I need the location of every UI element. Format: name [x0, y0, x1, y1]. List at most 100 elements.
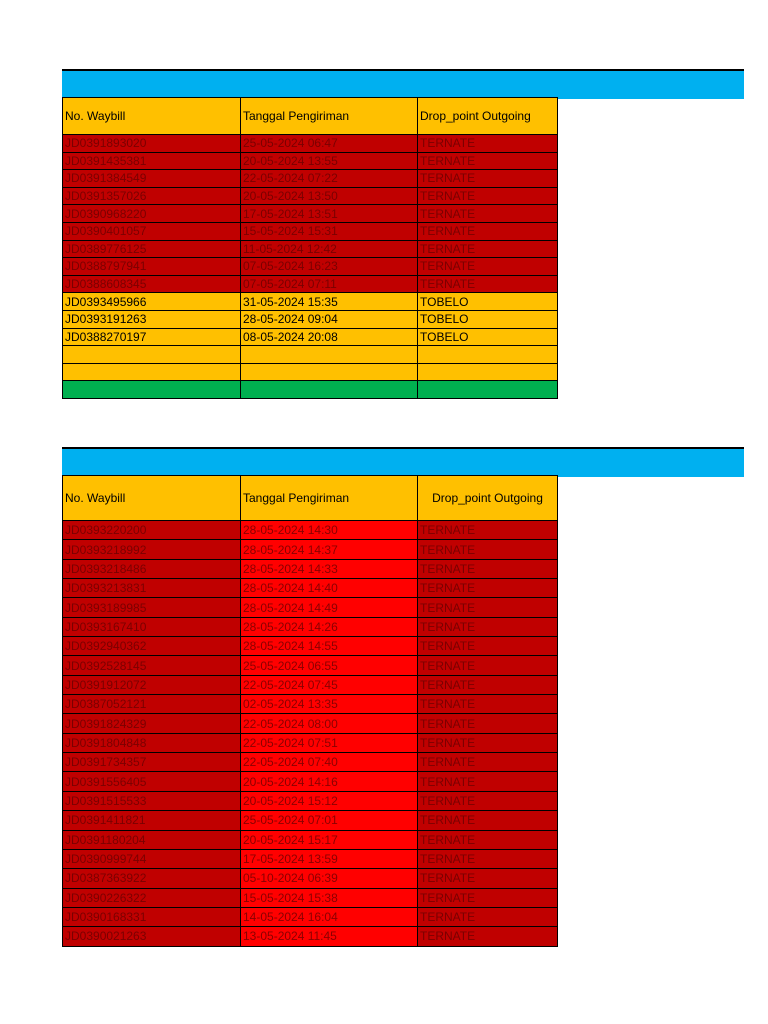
table-row: JD0388608345 07-05-2024 07:11 TERNATE — [62, 274, 558, 294]
drop-point-cell: TERNATE — [417, 752, 558, 773]
drop-point-cell: TERNATE — [417, 558, 558, 580]
date-cell: 28-05-2024 09:04 — [240, 309, 418, 329]
waybill-cell: JD0393220200 — [62, 519, 241, 541]
table-row: JD0387363922 05-10-2024 06:39 TERNATE — [62, 868, 558, 889]
drop-point-cell: TERNATE — [417, 694, 558, 715]
drop-point-cell — [417, 345, 558, 364]
drop-point-cell: TERNATE — [417, 239, 558, 259]
date-cell: 25-05-2024 07:01 — [240, 810, 418, 831]
drop-point-cell: TERNATE — [417, 906, 558, 928]
waybill-table-2: No. Waybill Tanggal Pengiriman Drop_poin… — [62, 475, 558, 947]
waybill-cell: JD0391180204 — [62, 829, 241, 850]
date-cell: 28-05-2024 14:30 — [240, 519, 418, 541]
drop-point-cell: TERNATE — [417, 848, 558, 870]
table-row: JD0393167410 28-05-2024 14:26 TERNATE — [62, 616, 558, 638]
date-cell: 25-05-2024 06:47 — [240, 134, 418, 153]
table-row: JD0393495966 31-05-2024 15:35 TOBELO — [62, 292, 558, 311]
drop-point-cell: TERNATE — [417, 151, 558, 171]
waybill-cell: JD0393495966 — [62, 292, 241, 311]
drop-point-cell: TOBELO — [417, 327, 558, 347]
drop-point-cell: TOBELO — [417, 292, 558, 311]
date-cell: 17-05-2024 13:51 — [240, 204, 418, 223]
table-row: JD0390168331 14-05-2024 16:04 TERNATE — [62, 906, 558, 928]
date-cell: 07-05-2024 16:23 — [240, 257, 418, 276]
drop-point-cell: TERNATE — [417, 868, 558, 889]
drop-point-cell: TERNATE — [417, 169, 558, 188]
table-row: JD0393213831 28-05-2024 14:40 TERNATE — [62, 578, 558, 599]
waybill-cell: JD0391357026 — [62, 186, 241, 206]
table-row — [62, 362, 558, 382]
table-row: JD0391734357 22-05-2024 07:40 TERNATE — [62, 752, 558, 773]
date-cell — [240, 362, 418, 382]
waybill-cell: JD0393218992 — [62, 539, 241, 560]
table-row — [62, 345, 558, 364]
header-date: Tanggal Pengiriman — [240, 97, 418, 135]
table-row: JD0390401057 15-05-2024 15:31 TERNATE — [62, 221, 558, 241]
table-row: JD0390968220 17-05-2024 13:51 TERNATE — [62, 204, 558, 223]
drop-point-cell: TERNATE — [417, 771, 558, 792]
drop-point-cell: TERNATE — [417, 578, 558, 599]
date-cell: 28-05-2024 14:33 — [240, 558, 418, 580]
table-row: JD0393189985 28-05-2024 14:49 TERNATE — [62, 597, 558, 618]
waybill-cell: JD0389776125 — [62, 239, 241, 259]
drop-point-cell: TERNATE — [417, 204, 558, 223]
drop-point-cell: TERNATE — [417, 539, 558, 560]
waybill-cell: JD0391804848 — [62, 732, 241, 754]
table-row: JD0390226322 15-05-2024 15:38 TERNATE — [62, 887, 558, 908]
waybill-cell: JD0393167410 — [62, 616, 241, 638]
date-cell: 22-05-2024 08:00 — [240, 713, 418, 734]
header-drop-point: Drop_point Outgoing — [417, 97, 558, 135]
drop-point-cell: TOBELO — [417, 309, 558, 329]
date-cell: 25-05-2024 06:55 — [240, 655, 418, 676]
table-row: JD0391824329 22-05-2024 08:00 TERNATE — [62, 713, 558, 734]
waybill-cell: JD0390999744 — [62, 848, 241, 870]
table-row: JD0388797941 07-05-2024 16:23 TERNATE — [62, 257, 558, 276]
table-row: JD0391912072 22-05-2024 07:45 TERNATE — [62, 674, 558, 696]
date-cell: 14-05-2024 16:04 — [240, 906, 418, 928]
waybill-cell — [62, 362, 241, 382]
table1-title-band — [62, 69, 744, 99]
table-row: JD0391411821 25-05-2024 07:01 TERNATE — [62, 810, 558, 831]
table1-header-row: No. Waybill Tanggal Pengiriman Drop_poin… — [62, 97, 558, 135]
date-cell: 20-05-2024 13:50 — [240, 186, 418, 206]
date-cell — [240, 345, 418, 364]
waybill-cell: JD0392940362 — [62, 636, 241, 657]
table-row: JD0391180204 20-05-2024 15:17 TERNATE — [62, 829, 558, 850]
table-row: JD0389776125 11-05-2024 12:42 TERNATE — [62, 239, 558, 259]
table-row: JD0391357026 20-05-2024 13:50 TERNATE — [62, 186, 558, 206]
date-cell: 20-05-2024 15:17 — [240, 829, 418, 850]
waybill-cell: JD0387052121 — [62, 694, 241, 715]
waybill-cell: JD0391734357 — [62, 752, 241, 773]
date-cell: 15-05-2024 15:31 — [240, 221, 418, 241]
date-cell: 13-05-2024 11:45 — [240, 926, 418, 947]
drop-point-cell: TERNATE — [417, 186, 558, 206]
waybill-cell: JD0391435381 — [62, 151, 241, 171]
drop-point-cell: TERNATE — [417, 655, 558, 676]
table2-header-row: No. Waybill Tanggal Pengiriman Drop_poin… — [62, 475, 558, 521]
waybill-cell — [62, 380, 241, 399]
drop-point-cell: TERNATE — [417, 134, 558, 153]
drop-point-cell: TERNATE — [417, 790, 558, 812]
date-cell: 17-05-2024 13:59 — [240, 848, 418, 870]
date-cell: 28-05-2024 14:40 — [240, 578, 418, 599]
drop-point-cell — [417, 362, 558, 382]
waybill-cell: JD0392528145 — [62, 655, 241, 676]
waybill-cell: JD0391893020 — [62, 134, 241, 153]
waybill-cell: JD0390226322 — [62, 887, 241, 908]
drop-point-cell: TERNATE — [417, 887, 558, 908]
waybill-cell: JD0388797941 — [62, 257, 241, 276]
date-cell: 22-05-2024 07:40 — [240, 752, 418, 773]
header-waybill: No. Waybill — [62, 97, 241, 135]
waybill-cell: JD0391556405 — [62, 771, 241, 792]
waybill-cell: JD0390168331 — [62, 906, 241, 928]
date-cell: 28-05-2024 14:55 — [240, 636, 418, 657]
waybill-cell: JD0388608345 — [62, 274, 241, 294]
drop-point-cell: TERNATE — [417, 519, 558, 541]
waybill-cell: JD0387363922 — [62, 868, 241, 889]
table-row — [62, 380, 558, 399]
table-row: JD0391893020 25-05-2024 06:47 TERNATE — [62, 134, 558, 153]
drop-point-cell: TERNATE — [417, 221, 558, 241]
date-cell: 02-05-2024 13:35 — [240, 694, 418, 715]
waybill-cell: JD0391824329 — [62, 713, 241, 734]
drop-point-cell: TERNATE — [417, 274, 558, 294]
